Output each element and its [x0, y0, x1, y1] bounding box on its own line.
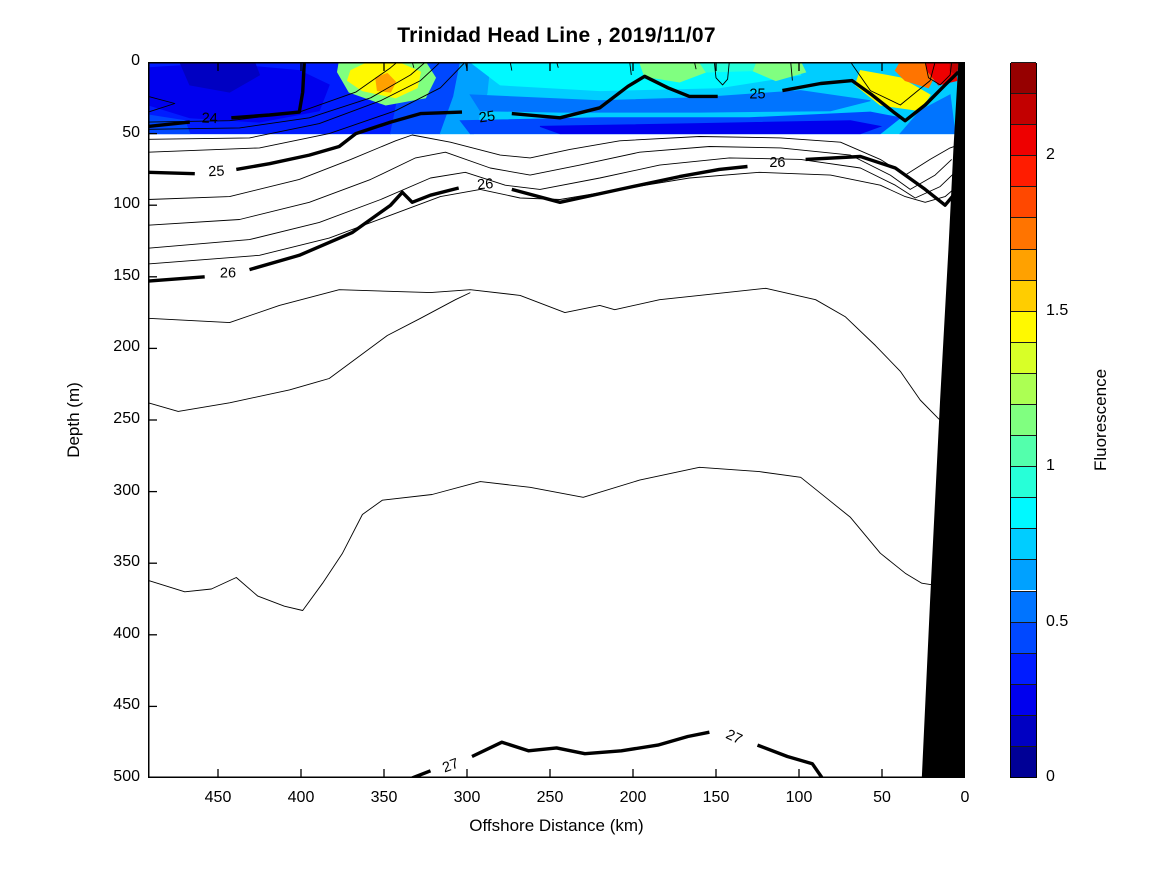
contour-line-thin — [148, 134, 959, 200]
y-tick-label: 50 — [122, 123, 140, 141]
y-tick-label: 400 — [113, 624, 140, 642]
colorbar-cell — [1011, 435, 1036, 467]
contour-line-thin — [924, 62, 953, 86]
fill-patch — [539, 120, 883, 135]
contour-line-thin — [148, 466, 941, 611]
fill-patch — [469, 90, 871, 113]
colorbar-cell — [1011, 621, 1036, 653]
contour-line-thick — [148, 120, 190, 129]
fill-patch — [179, 62, 261, 93]
x-tick-label: 250 — [536, 789, 564, 806]
colorbar-cell — [1011, 466, 1036, 498]
contour-label: 24 — [201, 111, 218, 128]
x-tick-label: 50 — [873, 789, 891, 806]
y-tick-label: 300 — [113, 481, 140, 499]
colorbar-tick-label: 1.5 — [1046, 301, 1069, 319]
y-tick-label: 200 — [113, 338, 140, 356]
colorbar-cell — [1011, 341, 1036, 373]
y-tick-label: 0 — [131, 52, 140, 69]
contour-line-thin — [148, 287, 947, 425]
colorbar-cell — [1011, 745, 1036, 777]
y-tick-label: 100 — [113, 195, 140, 213]
colorbar-cell — [1011, 93, 1036, 125]
x-axis-label: Offshore Distance (km) — [469, 816, 644, 835]
contour-label: 26 — [769, 155, 785, 171]
fill-patch — [375, 72, 397, 93]
colorbar-cell — [1011, 559, 1036, 591]
contour-line-thick — [236, 110, 463, 172]
colorbar-tick-label: 2 — [1046, 146, 1055, 164]
colorbar-cell — [1011, 590, 1036, 622]
x-tick-label: 350 — [370, 789, 398, 806]
contour-line-thick — [756, 743, 824, 778]
fill-patch — [639, 62, 707, 83]
contour-label: 27 — [723, 727, 744, 748]
x-tick-label: 0 — [960, 789, 970, 806]
y-tick-label: 350 — [113, 553, 140, 571]
y-tick-label: 500 — [113, 768, 140, 785]
figure-title: Trinidad Head Line , 2019/11/07 — [397, 24, 716, 47]
fill-patch — [698, 62, 757, 73]
contour-line-thin — [148, 171, 959, 265]
x-tick-label: 400 — [287, 789, 315, 806]
contour-label: 27 — [440, 756, 461, 777]
contour-line-thick — [511, 164, 748, 205]
colorbar-cell — [1011, 217, 1036, 249]
contour-line-thick — [148, 275, 205, 283]
x-tick-label: 300 — [453, 789, 481, 806]
contour-line-thin — [148, 62, 441, 140]
x-tick-label: 450 — [204, 789, 232, 806]
colorbar-tick-label: 1 — [1046, 457, 1055, 475]
y-tick-label: 150 — [113, 266, 140, 284]
contour-line-thin — [148, 95, 176, 113]
colorbar-cell — [1011, 714, 1036, 746]
contour-line-thick — [249, 186, 460, 272]
y-tick-label: 250 — [113, 410, 140, 427]
contour-line-thin — [148, 62, 466, 153]
colorbar-cell — [1011, 372, 1036, 404]
y-tick-label: 450 — [113, 696, 140, 714]
contour-line-thick — [782, 70, 960, 123]
colorbar-cell — [1011, 248, 1036, 280]
contour-line-thin — [148, 292, 471, 412]
colorbar-cell — [1011, 279, 1036, 311]
colorbar-cell — [1011, 62, 1036, 94]
contour-line-thin — [148, 157, 956, 249]
contour-label: 25 — [478, 108, 496, 126]
colorbar-tick-label: 0 — [1046, 768, 1055, 785]
colorbar-cell — [1011, 652, 1036, 684]
colorbar-cell — [1011, 124, 1036, 156]
fill-patch — [894, 62, 936, 89]
contour-line-thin — [148, 62, 398, 123]
contour-line-thick — [511, 74, 718, 120]
x-tick-label: 100 — [785, 789, 813, 806]
colorbar-cell — [1011, 155, 1036, 187]
x-tick-label: 150 — [702, 789, 730, 806]
contour-line-thin — [713, 62, 730, 86]
colorbar-cell — [1011, 403, 1036, 436]
contour-line-thin — [850, 62, 936, 106]
colorbar-cell — [1011, 528, 1036, 560]
coastline-mask — [921, 62, 965, 778]
contour-label: 25 — [749, 87, 765, 103]
contour-line-thick — [148, 170, 195, 176]
colorbar-cell — [1011, 310, 1036, 342]
x-tick-label: 200 — [619, 789, 647, 806]
colorbar-cell — [1011, 186, 1036, 218]
contour-line-thick — [471, 730, 710, 759]
colorbar-cell — [1011, 497, 1036, 529]
contour-line-thin — [148, 146, 953, 226]
contour-line-thin — [148, 62, 426, 130]
colorbar-tick-label: 0.5 — [1046, 612, 1069, 630]
contour-label: 25 — [208, 163, 225, 180]
contour-label: 26 — [220, 266, 236, 282]
colorbar-cell — [1011, 683, 1036, 715]
colorbar — [1010, 62, 1037, 778]
contour-line-thin — [790, 62, 793, 81]
contour-line-thin — [629, 62, 632, 75]
